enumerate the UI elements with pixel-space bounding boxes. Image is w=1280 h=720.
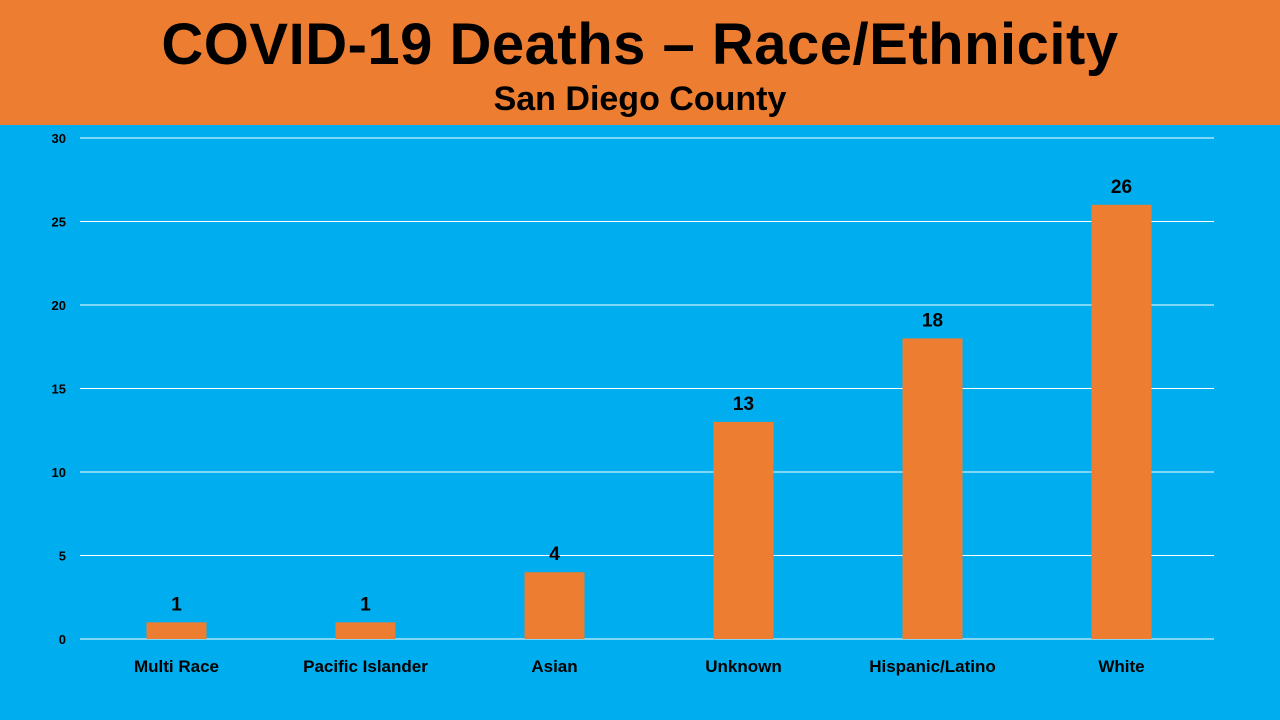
x-tick-label: White bbox=[1098, 657, 1144, 676]
y-tick-label: 10 bbox=[52, 465, 66, 480]
category-labels: Multi Race Pacific Islander Asian Unknown Hi… bbox=[134, 657, 1145, 676]
data-label: 13 bbox=[733, 394, 754, 415]
x-tick-label: Multi Race bbox=[134, 657, 219, 676]
chart-title: COVID-19 Deaths – Race/Ethnicity bbox=[161, 12, 1119, 77]
y-tick-label: 0 bbox=[59, 632, 66, 647]
data-label: 4 bbox=[549, 544, 560, 565]
bar-unknown bbox=[713, 421, 774, 639]
y-tick-label: 30 bbox=[52, 131, 66, 146]
data-label: 26 bbox=[1111, 177, 1132, 198]
data-labels: 1 1 4 13 18 26 bbox=[171, 177, 1132, 615]
x-tick-label: Pacific Islander bbox=[303, 657, 428, 676]
data-label: 18 bbox=[922, 310, 943, 331]
data-label: 1 bbox=[360, 594, 371, 615]
bar-pacific-islander bbox=[335, 622, 396, 639]
y-tick-label: 20 bbox=[52, 298, 66, 313]
bars bbox=[146, 204, 1152, 640]
data-label: 1 bbox=[171, 594, 182, 615]
y-tick-label: 25 bbox=[52, 215, 66, 230]
title-banner: COVID-19 Deaths – Race/Ethnicity San Die… bbox=[0, 0, 1280, 125]
gridlines bbox=[80, 137, 1214, 640]
bar-asian bbox=[524, 572, 585, 639]
bar-hispanic-latino bbox=[902, 338, 963, 639]
x-tick-label: Unknown bbox=[705, 657, 782, 676]
x-tick-label: Asian bbox=[531, 657, 577, 676]
x-tick-label: Hispanic/Latino bbox=[869, 657, 996, 676]
y-tick-label: 15 bbox=[52, 382, 66, 397]
y-tick-label: 5 bbox=[59, 549, 66, 564]
y-axis-ticks: 0 5 10 15 20 25 30 bbox=[52, 131, 66, 647]
chart-subtitle: San Diego County bbox=[493, 80, 787, 118]
bar-white bbox=[1091, 204, 1152, 640]
bar-multi-race bbox=[146, 622, 207, 639]
